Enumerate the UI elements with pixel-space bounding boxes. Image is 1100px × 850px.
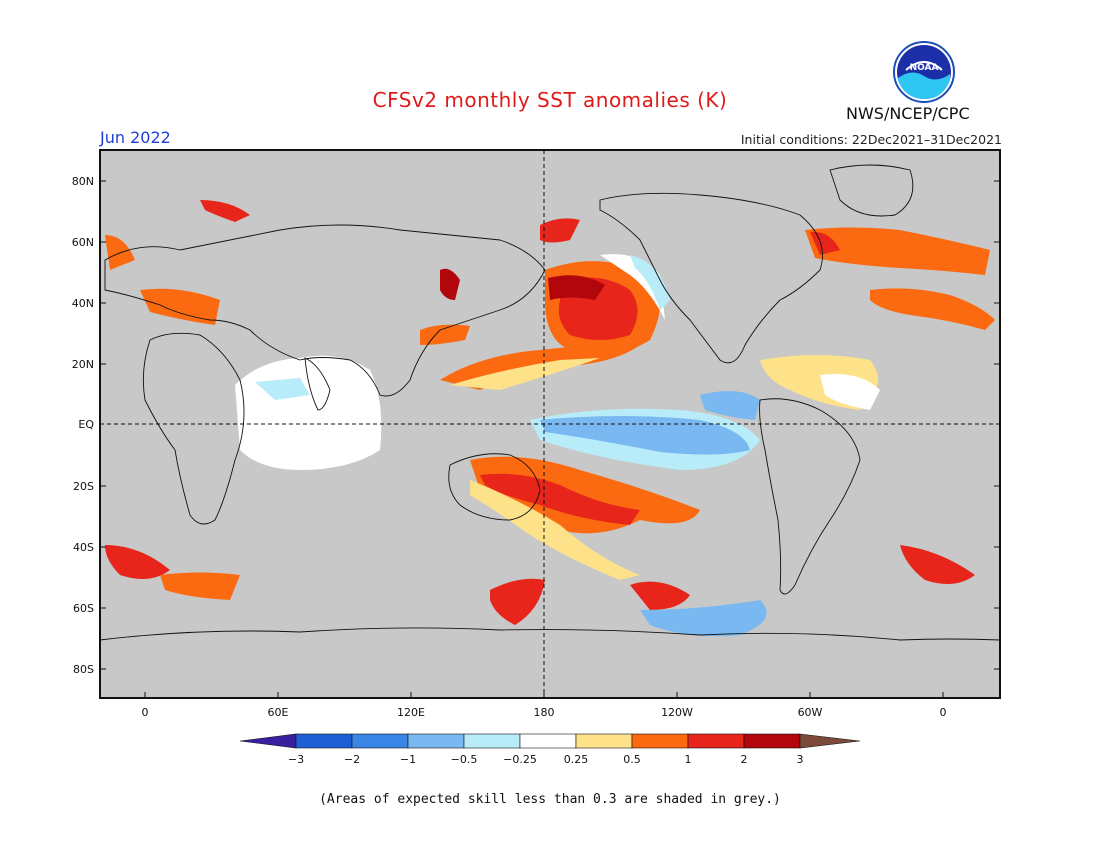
map-frame [99,149,1001,699]
colorbar-swatch-1 [295,733,353,749]
lon-tick-120W: 120W [661,692,693,719]
colorbar-label: −2 [344,753,360,766]
colorbar-swatch-10 [799,733,861,749]
forecast-month: Jun 2022 [100,128,171,147]
lat-tick-60S: 60S [73,602,1000,615]
lon-label: 60E [268,706,289,719]
lon-label: 120E [397,706,425,719]
colorbar-label: 2 [741,753,748,766]
lat-label: 20S [73,480,94,493]
lon-label: 0 [142,706,149,719]
noaa-logo-text: NOAA [910,63,939,73]
colorbar-swatch-9 [743,733,801,749]
lat-label: 20N [72,358,94,371]
lat-label: 60S [73,602,94,615]
lon-tick-0-east: 0 [940,692,947,719]
lat-axis: 80N 60N 40N 20N EQ 20S 40S 60S 80S [72,175,1000,676]
colorbar-label: 0.25 [564,753,589,766]
lat-label: EQ [78,418,94,431]
lon-tick-0: 0 [142,692,149,719]
lat-tick-20S: 20S [73,480,1000,493]
colorbar: −3 −2 −1 −0.5 −0.25 0.25 0.5 1 2 3 [239,733,861,766]
lat-tick-60N: 60N [72,236,1000,249]
lon-tick-180: 180 [534,692,555,719]
lon-label: 60W [798,706,823,719]
lon-label: 0 [940,706,947,719]
lat-tick-40S: 40S [73,541,1000,554]
lon-tick-120E: 120E [397,692,425,719]
colorbar-label: −0.5 [451,753,478,766]
colorbar-swatch-8 [687,733,745,749]
lat-label: 60N [72,236,94,249]
lon-tick-60W: 60W [798,692,823,719]
lon-label: 180 [534,706,555,719]
coastlines [100,164,1000,641]
lat-tick-40N: 40N [72,297,1000,310]
lon-tick-60E: 60E [268,692,289,719]
lat-label: 40S [73,541,94,554]
colorbar-swatch-6 [575,733,633,749]
lat-tick-80S: 80S [73,663,1000,676]
colorbar-label: −3 [288,753,304,766]
lat-tick-EQ: EQ [78,418,94,431]
skill-note: (Areas of expected skill less than 0.3 a… [319,792,781,807]
colorbar-swatch-2 [351,733,409,749]
initial-conditions: Initial conditions: 22Dec2021–31Dec2021 [740,132,1002,147]
colorbar-label: 0.5 [623,753,641,766]
colorbar-swatch-7 [631,733,689,749]
colorbar-swatch-3 [407,733,465,749]
colorbar-swatch-0 [239,733,297,749]
colorbar-label: −1 [400,753,416,766]
lon-axis: 0 60E 120E 180 120W 60W 0 [142,692,947,719]
noaa-logo-icon: NOAA [893,41,955,103]
lat-label: 40N [72,297,94,310]
lat-tick-80N: 80N [72,175,1000,188]
lon-label: 120W [661,706,693,719]
colorbar-label: 1 [685,753,692,766]
chart-title: CFSv2 monthly SST anomalies (K) [372,88,728,112]
colorbar-swatch-5 [519,733,577,749]
lat-tick-20N: 20N [72,358,1000,371]
agency-label: NWS/NCEP/CPC [846,104,970,123]
colorbar-label: −0.25 [503,753,537,766]
colorbar-label: 3 [797,753,804,766]
colorbar-swatch-4 [463,733,521,749]
lat-label: 80S [73,663,94,676]
lat-label: 80N [72,175,94,188]
